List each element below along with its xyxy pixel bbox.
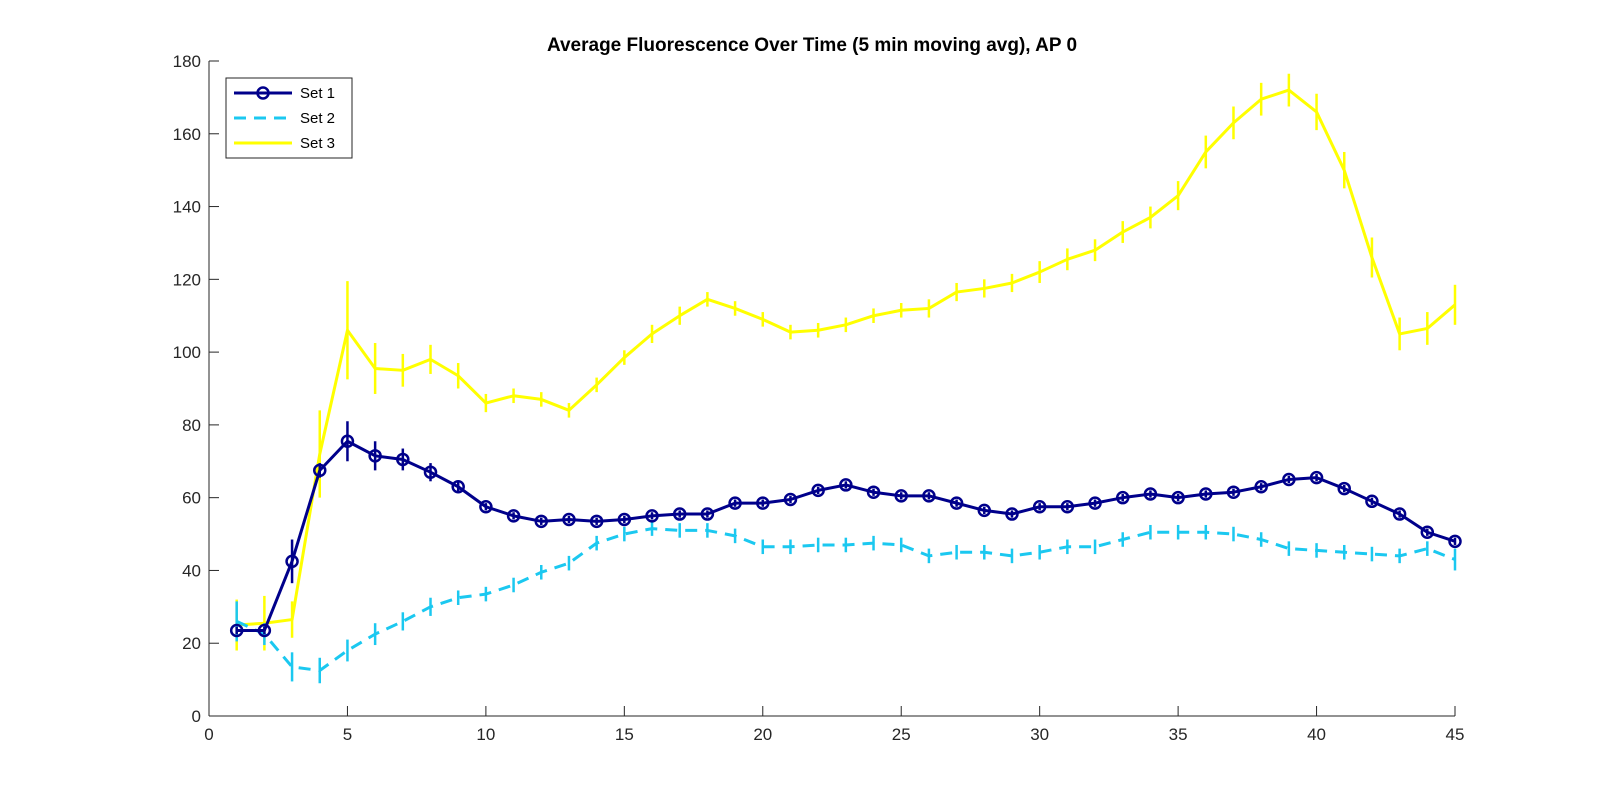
data-point bbox=[728, 496, 742, 510]
data-point bbox=[479, 500, 493, 514]
data-point bbox=[645, 509, 659, 523]
data-point bbox=[1115, 490, 1130, 505]
data-point bbox=[1254, 480, 1268, 494]
data-point bbox=[396, 452, 410, 467]
series-1 bbox=[229, 421, 1462, 638]
data-point bbox=[1226, 485, 1241, 499]
y-tick-label: 100 bbox=[173, 343, 201, 362]
data-point bbox=[811, 483, 825, 498]
x-tick-label: 5 bbox=[343, 725, 352, 744]
data-point bbox=[1088, 496, 1102, 510]
y-tick-label: 0 bbox=[192, 707, 201, 726]
data-point bbox=[1448, 534, 1462, 549]
x-tick-label: 10 bbox=[476, 725, 495, 744]
data-point bbox=[506, 509, 521, 523]
series-line bbox=[236, 527, 1456, 673]
data-point bbox=[783, 492, 798, 507]
data-point bbox=[949, 496, 964, 510]
data-point bbox=[700, 507, 715, 521]
series-3 bbox=[235, 73, 1457, 651]
legend: Set 1 Set 2 Set 3 bbox=[225, 77, 353, 159]
legend-label: Set 3 bbox=[300, 135, 335, 152]
series-line bbox=[236, 439, 1456, 632]
data-point bbox=[534, 514, 549, 529]
data-point bbox=[340, 434, 355, 449]
data-point bbox=[756, 496, 770, 510]
y-tick-label: 40 bbox=[182, 561, 201, 580]
data-point bbox=[229, 623, 244, 638]
data-point bbox=[977, 503, 992, 518]
data-point bbox=[672, 507, 687, 521]
data-point bbox=[894, 489, 908, 503]
x-tick-label: 30 bbox=[1030, 725, 1049, 744]
y-tick-label: 180 bbox=[173, 52, 201, 71]
legend-box bbox=[225, 77, 353, 159]
data-point bbox=[1420, 525, 1435, 539]
y-tick-label: 80 bbox=[182, 416, 201, 435]
chart-title: Average Fluorescence Over Time (5 min mo… bbox=[547, 35, 1077, 56]
data-point bbox=[285, 554, 299, 569]
x-tick-label: 35 bbox=[1169, 725, 1188, 744]
data-point bbox=[866, 485, 881, 499]
x-tick-label: 0 bbox=[204, 725, 213, 744]
legend-swatch-marker bbox=[256, 86, 270, 100]
data-point bbox=[562, 512, 576, 527]
legend-label: Set 2 bbox=[300, 110, 335, 127]
y-tick-label: 20 bbox=[182, 634, 201, 653]
data-point bbox=[1309, 470, 1324, 485]
data-point bbox=[1199, 487, 1213, 501]
series-line bbox=[236, 88, 1456, 627]
axes: 0 5 10 15 20 25 30 35 40 45 0 20 40 60 80 100 120 140 160 1… bbox=[173, 52, 1465, 744]
data-point bbox=[617, 512, 632, 527]
data-point bbox=[1060, 500, 1075, 514]
y-tick-label: 160 bbox=[173, 125, 201, 144]
y-tick-label: 120 bbox=[173, 270, 201, 289]
data-point bbox=[1337, 481, 1351, 496]
data-point bbox=[839, 478, 853, 492]
y-tick-label: 60 bbox=[182, 489, 201, 508]
x-tick-label: 25 bbox=[892, 725, 911, 744]
data-point bbox=[1005, 507, 1019, 521]
data-point bbox=[313, 463, 327, 478]
data-point bbox=[1171, 490, 1185, 505]
x-tick-label: 40 bbox=[1307, 725, 1326, 744]
data-point bbox=[368, 449, 382, 463]
data-point bbox=[257, 623, 272, 638]
data-point bbox=[451, 480, 465, 494]
data-point bbox=[1282, 472, 1296, 487]
legend-label: Set 1 bbox=[300, 85, 335, 102]
data-point bbox=[1143, 487, 1158, 501]
data-point bbox=[1365, 494, 1379, 509]
data-point bbox=[589, 514, 604, 529]
y-tick-label: 140 bbox=[173, 198, 201, 217]
data-point bbox=[1032, 500, 1047, 514]
series-2 bbox=[235, 521, 1457, 684]
plot-area bbox=[229, 73, 1462, 684]
data-point bbox=[922, 489, 936, 503]
data-point bbox=[423, 465, 438, 479]
data-point bbox=[1392, 507, 1407, 521]
x-tick-label: 20 bbox=[753, 725, 772, 744]
x-tick-label: 15 bbox=[615, 725, 634, 744]
x-tick-label: 45 bbox=[1446, 725, 1465, 744]
